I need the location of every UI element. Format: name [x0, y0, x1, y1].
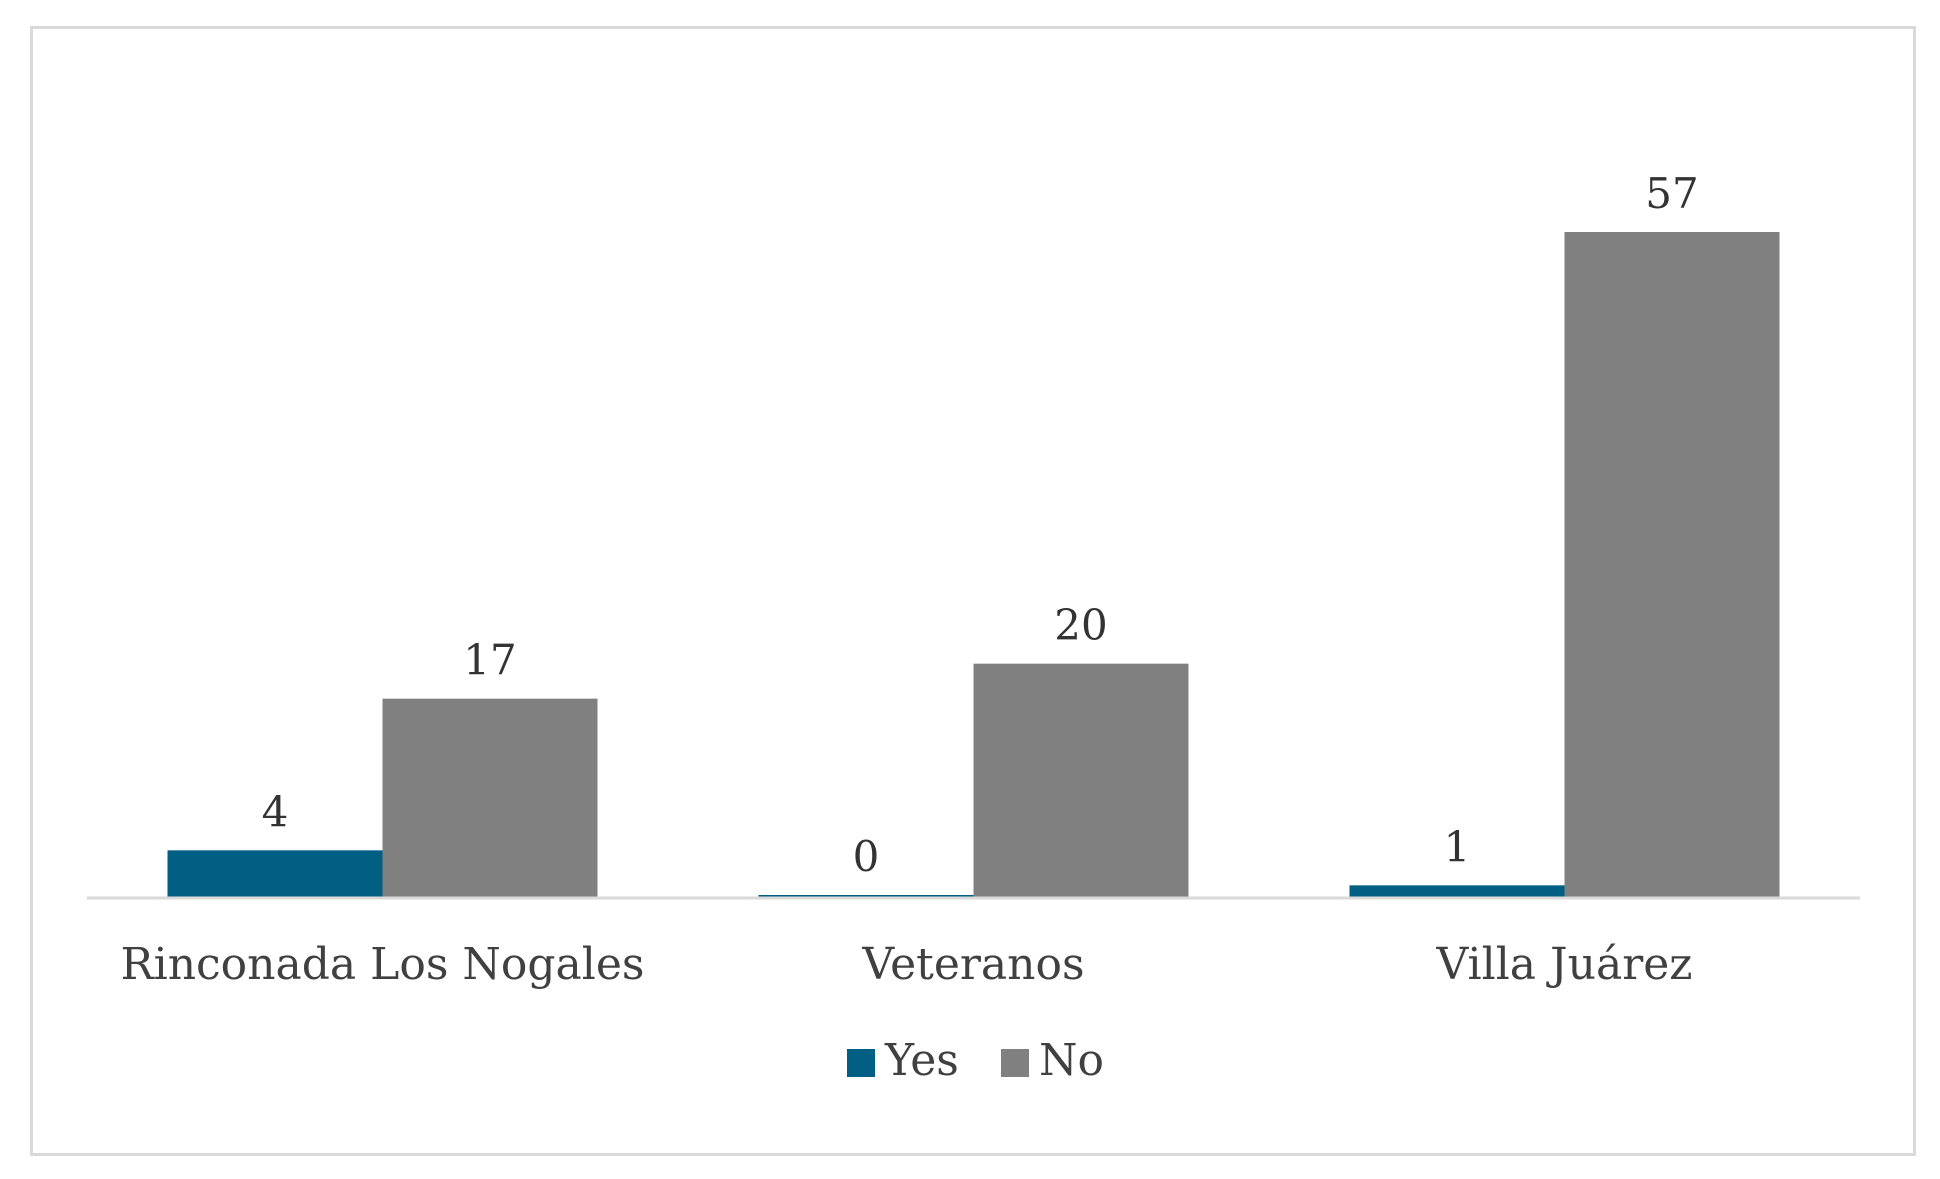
labels-layer: 4 17 Rinconada Los Nogales 0 20 Veteranos 1 57 V… [121, 169, 1699, 990]
data-label-no-1: 17 [463, 636, 516, 685]
bar-yes-1 [167, 850, 383, 897]
legend-swatch-yes [847, 1049, 875, 1077]
category-label-2: Veteranos [861, 939, 1084, 990]
data-label-yes-2: 0 [853, 832, 880, 881]
legend-label-no: No [1039, 1035, 1104, 1086]
bars-layer [167, 232, 1780, 897]
bar-yes-3 [1349, 885, 1565, 897]
legend-label-yes: Yes [884, 1035, 959, 1086]
legend: Yes No [847, 1035, 1104, 1086]
data-label-no-2: 20 [1054, 601, 1107, 650]
category-label-1: Rinconada Los Nogales [121, 939, 645, 990]
data-label-yes-3: 1 [1444, 822, 1471, 871]
bar-no-2 [973, 663, 1189, 897]
data-label-no-3: 57 [1645, 169, 1698, 218]
legend-swatch-no [1001, 1049, 1029, 1077]
bar-no-1 [382, 698, 598, 897]
category-label-3: Villa Juárez [1436, 939, 1693, 990]
bar-no-3 [1564, 232, 1780, 897]
data-label-yes-1: 4 [262, 787, 289, 836]
bar-yes-2 [758, 895, 974, 897]
